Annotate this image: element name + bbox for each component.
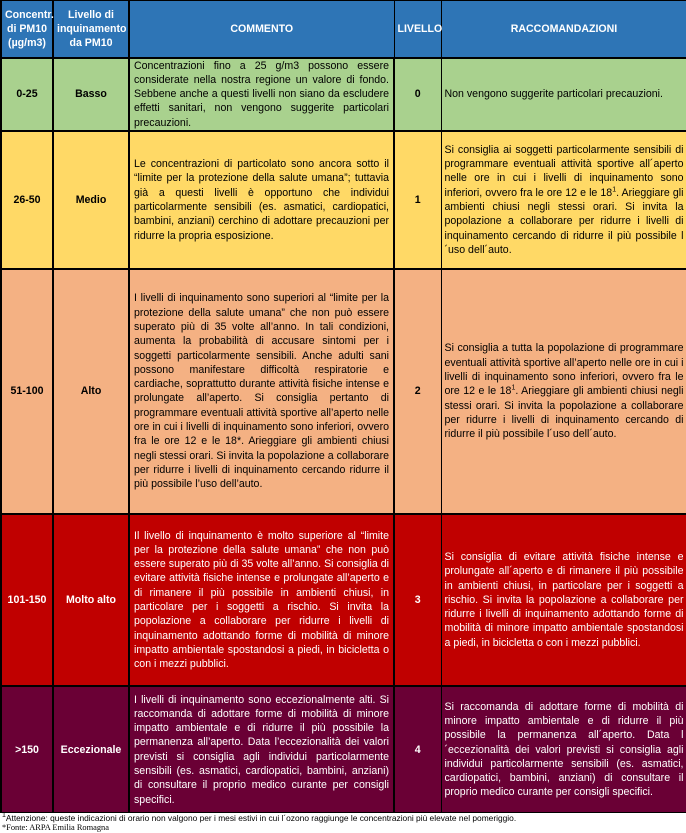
range: 51-100 [0, 267, 54, 515]
level: 4 [393, 684, 442, 814]
recommendation: Si raccomanda di adottare forme di mobil… [440, 684, 686, 814]
source-note: *Fonte: ARPA Emilia Romagna [2, 823, 109, 833]
range: >150 [0, 684, 54, 814]
footnote-mark: 1 [2, 812, 6, 820]
footnote-ref: 1 [511, 384, 516, 392]
recommendation-text: . Arieggiare gli ambienti chiusi negli s… [444, 186, 684, 256]
table-row: 0-25 Basso Concentrazioni fino a 25 g/m3… [0, 56, 686, 132]
table-row: 51-100 Alto I livelli di inquinamento so… [0, 267, 686, 515]
range: 0-25 [0, 56, 54, 132]
header-level-name: Livello di inquinamento da PM10 [52, 0, 130, 58]
comment: Il livello di inquinamento è molto super… [128, 512, 395, 687]
recommendation-text: Si consiglia ai soggetti particolarmente… [444, 143, 684, 199]
footnote-text: Attenzione: queste indicazioni di orario… [5, 813, 517, 824]
recommendation-text: Si consiglia a tutta la popolazione di p… [444, 342, 684, 398]
comment: Le concentrazioni di particolato sono an… [128, 129, 395, 270]
recommendation: Si consiglia ai soggetti particolarmente… [440, 129, 686, 270]
level: 2 [393, 267, 442, 515]
range: 101-150 [0, 512, 54, 687]
recommendation-text: . Arieggiare gli ambienti chiusi negli s… [444, 385, 684, 441]
footnote: 1Attenzione: queste indicazioni di orari… [0, 812, 686, 824]
header-concentration: Concentr. di PM10 (µg/m3) [0, 0, 54, 58]
header-row: Concentr. di PM10 (µg/m3) Livello di inq… [0, 0, 686, 58]
recommendation: Si consiglia a tutta la popolazione di p… [440, 267, 686, 515]
table-row: 26-50 Medio Le concentrazioni di partico… [0, 129, 686, 270]
comment: I livelli di inquinamento sono ecceziona… [128, 684, 395, 814]
footnote-ref: 1 [612, 186, 617, 194]
level: 1 [393, 129, 442, 270]
level: 3 [393, 512, 442, 687]
level: 0 [393, 56, 442, 132]
table-row: 101-150 Molto alto Il livello di inquina… [0, 512, 686, 687]
recommendation: Si consiglia di evitare attività fisiche… [440, 512, 686, 687]
level-name: Alto [52, 267, 130, 515]
pm10-table: Concentr. di PM10 (µg/m3) Livello di inq… [0, 0, 686, 814]
level-name: Molto alto [52, 512, 130, 687]
comment: Concentrazioni fino a 25 g/m3 possono es… [128, 56, 395, 132]
header-recommendations: RACCOMANDAZIONI [440, 0, 686, 58]
table-row: >150 Eccezionale I livelli di inquinamen… [0, 684, 686, 814]
header-level: LIVELLO [393, 0, 442, 58]
level-name: Basso [52, 56, 130, 132]
level-name: Medio [52, 129, 130, 270]
level-name: Eccezionale [52, 684, 130, 814]
header-comment: COMMENTO [128, 0, 395, 58]
range: 26-50 [0, 129, 54, 270]
comment: I livelli di inquinamento sono superiori… [128, 267, 395, 515]
recommendation: Non vengono suggerite particolari precau… [440, 56, 686, 132]
